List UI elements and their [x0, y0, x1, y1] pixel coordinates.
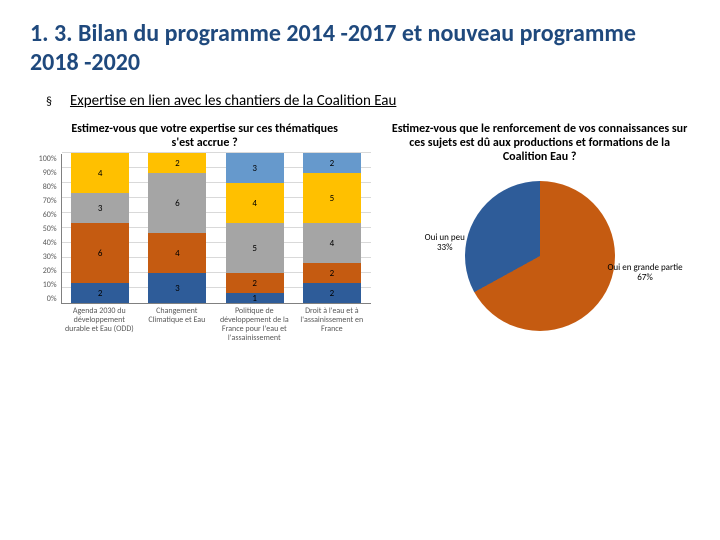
bullet-mark: § — [46, 92, 52, 112]
x-label: Agenda 2030 du développement durable et … — [62, 307, 136, 342]
bar-plot: 263434621254322452 — [61, 154, 371, 304]
y-tick: 60% — [43, 210, 57, 220]
bar-segment: 5 — [226, 223, 284, 273]
y-tick: 90% — [43, 168, 57, 178]
bar-segment: 2 — [226, 273, 284, 293]
bar: 12543 — [226, 153, 284, 303]
bar-segment: 3 — [226, 153, 284, 183]
y-tick: 40% — [43, 238, 57, 248]
pie-slice-label: Oui un peu33% — [425, 233, 465, 253]
bar-segment: 2 — [303, 153, 361, 173]
bar-segment: 2 — [303, 263, 361, 283]
bar-chart-region: Estimez-vous que votre expertise sur ces… — [30, 122, 379, 343]
bar-segment: 3 — [71, 193, 129, 223]
x-label: Changement Climatique et Eau — [140, 307, 214, 342]
y-tick: 20% — [43, 266, 57, 276]
y-tick: 50% — [43, 224, 57, 234]
bullet-item: § Expertise en lien avec les chantiers d… — [46, 92, 690, 112]
y-tick: 30% — [43, 252, 57, 262]
y-tick: 100% — [39, 154, 57, 164]
bar-segment: 4 — [148, 233, 206, 273]
bar-segment: 2 — [71, 283, 129, 303]
x-axis-labels: Agenda 2030 du développement durable et … — [61, 307, 371, 342]
bar-segment: 2 — [303, 283, 361, 303]
x-label: Politique de développement de la France … — [217, 307, 291, 342]
y-tick: 10% — [43, 280, 57, 290]
bar-segment: 3 — [148, 273, 206, 303]
pie-chart: Oui en grande partie67%Oui un peu33% — [465, 181, 615, 331]
bullet-text: Expertise en lien avec les chantiers de … — [70, 92, 396, 110]
bar-segment: 6 — [148, 173, 206, 233]
y-tick: 0% — [47, 294, 57, 304]
bar-segment: 4 — [71, 153, 129, 193]
bar-segment: 2 — [148, 153, 206, 173]
y-axis: 100% 90% 80% 70% 60% 50% 40% 30% 20% 10% 0% — [39, 154, 61, 304]
bar-segment: 4 — [303, 223, 361, 263]
page-title: 1. 3. Bilan du programme 2014 -2017 et n… — [30, 20, 690, 78]
bar-segment: 6 — [71, 223, 129, 283]
pie — [465, 181, 615, 331]
y-tick: 70% — [43, 196, 57, 206]
bar: 2634 — [71, 153, 129, 303]
bar-segment: 1 — [226, 293, 284, 303]
pie-slice-label: Oui en grande partie67% — [607, 263, 682, 283]
bar-segment: 5 — [303, 173, 361, 223]
pie-chart-region: Estimez-vous que le renforcement de vos … — [389, 122, 690, 343]
bar: 22452 — [303, 153, 361, 303]
y-tick: 80% — [43, 182, 57, 192]
pie-chart-title: Estimez-vous que le renforcement de vos … — [390, 122, 690, 165]
bar: 3462 — [148, 153, 206, 303]
bar-segment: 4 — [226, 183, 284, 223]
x-label: Droit à l'eau et à l'assainissement en F… — [295, 307, 369, 342]
bar-chart-title: Estimez-vous que votre expertise sur ces… — [65, 122, 345, 151]
